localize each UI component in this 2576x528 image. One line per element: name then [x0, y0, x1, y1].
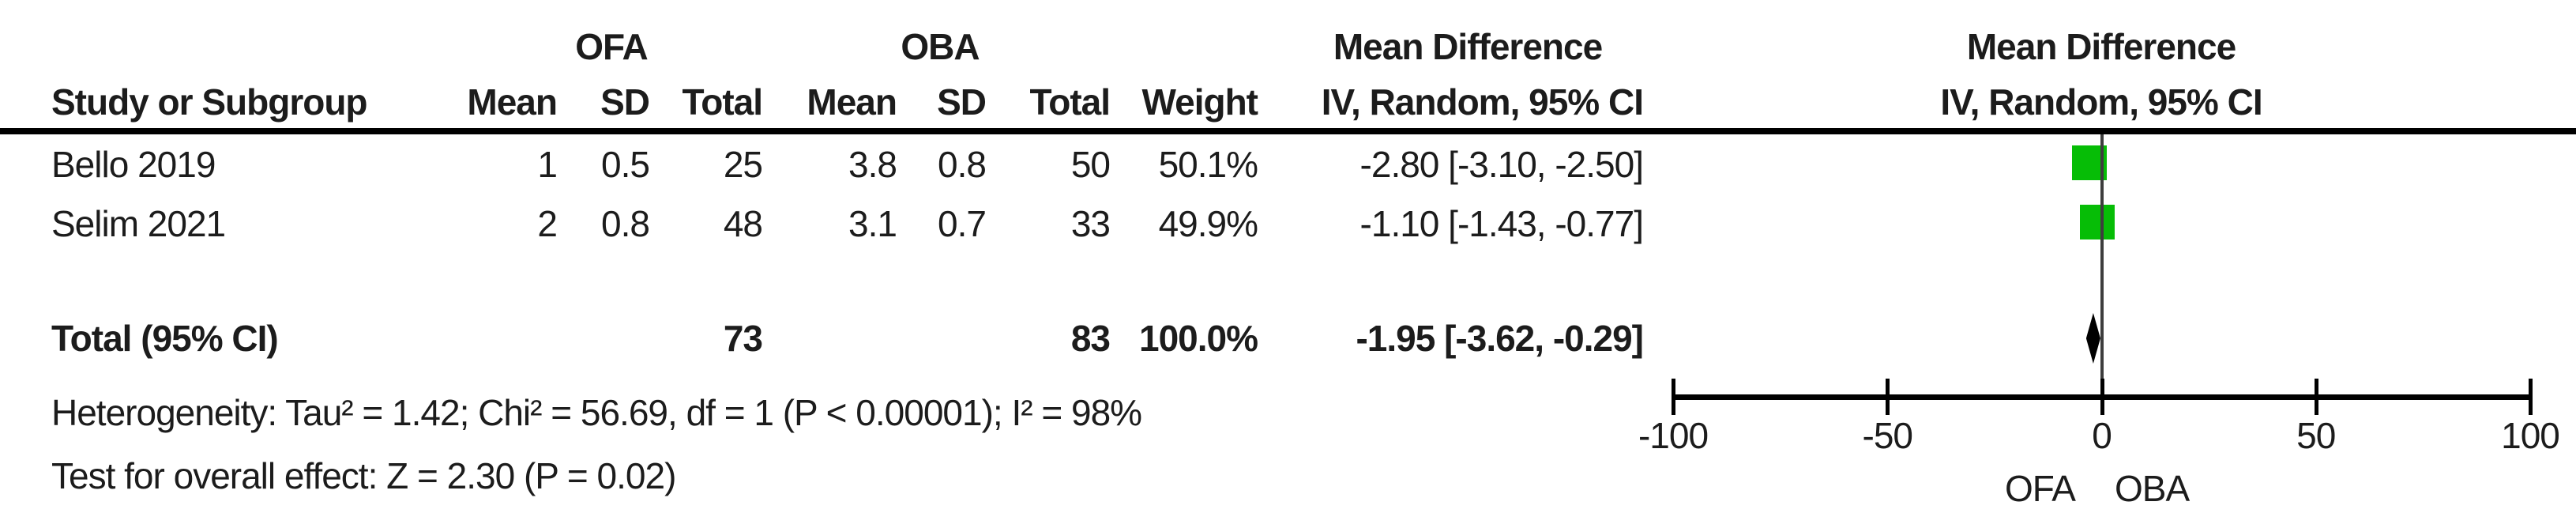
- x-axis-tick-label: 0: [2092, 415, 2112, 456]
- study-point-square: [2079, 205, 2115, 239]
- oba-mean-value: 3.8: [848, 144, 897, 185]
- col-header-iv-text: IV, Random, 95% CI: [1321, 81, 1644, 123]
- oba-sd-value: 0.8: [938, 144, 987, 185]
- study-label: Bello 2019: [51, 144, 216, 185]
- x-axis-tick-label: -100: [1638, 415, 1709, 456]
- overall-effect-text: Test for overall effect: Z = 2.30 (P = 0…: [51, 455, 676, 496]
- oba-mean-value: 3.1: [848, 203, 897, 244]
- md-ci-value: -1.10 [-1.43, -0.77]: [1359, 203, 1644, 244]
- heterogeneity-text: Heterogeneity: Tau² = 1.42; Chi² = 56.69…: [51, 392, 1142, 433]
- x-axis-tick: [2100, 379, 2104, 415]
- ofa-total-value: 48: [723, 203, 763, 244]
- md-ci-value: -2.80 [-3.10, -2.50]: [1359, 144, 1644, 185]
- group-header-ofa: OFA: [575, 26, 649, 67]
- ofa-total-value: 25: [723, 144, 763, 185]
- col-header-ofa-mean: Mean: [467, 81, 558, 123]
- x-axis-tick: [2314, 379, 2318, 415]
- ofa-mean-value: 1: [537, 144, 558, 185]
- group-header-mean-difference-text: Mean Difference: [1333, 26, 1603, 67]
- col-header-oba-sd: SD: [937, 81, 987, 123]
- oba-sd-value: 0.7: [938, 203, 987, 244]
- col-header-ofa-sd: SD: [600, 81, 650, 123]
- total-weight: 100.0%: [1138, 318, 1258, 359]
- total-diamond: [2085, 313, 2100, 364]
- ofa-sd-value: 0.5: [601, 144, 650, 185]
- x-axis-tick: [1672, 379, 1675, 415]
- total-oba-total: 83: [1070, 318, 1111, 359]
- col-header-oba-total: Total: [1029, 81, 1111, 123]
- x-axis-tick: [1886, 379, 1890, 415]
- header-divider-line: [0, 128, 2576, 134]
- ofa-mean-value: 2: [537, 203, 558, 244]
- col-header-iv-plot: IV, Random, 95% CI: [1940, 81, 2262, 123]
- col-header-study: Study or Subgroup: [51, 81, 368, 123]
- total-label: Total (95% CI): [51, 318, 279, 359]
- weight-value: 49.9%: [1158, 203, 1258, 244]
- total-ofa-total: 73: [723, 318, 763, 359]
- group-header-oba: OBA: [901, 26, 980, 67]
- study-label: Selim 2021: [51, 203, 226, 244]
- col-header-ofa-total: Total: [682, 81, 763, 123]
- zero-effect-line: [2100, 134, 2104, 397]
- ofa-sd-value: 0.8: [601, 203, 650, 244]
- x-axis-tick-label: 50: [2296, 415, 2336, 456]
- oba-total-value: 50: [1070, 144, 1111, 185]
- oba-total-value: 33: [1070, 203, 1111, 244]
- x-axis-tick-label: 100: [2501, 415, 2560, 456]
- x-axis-tick: [2529, 379, 2533, 415]
- total-md-ci: -1.95 [-3.62, -0.29]: [1356, 318, 1644, 359]
- col-header-oba-mean: Mean: [807, 81, 897, 123]
- x-axis-tick-label: -50: [1862, 415, 1913, 456]
- favours-left-label: OFA: [2004, 468, 2076, 509]
- col-header-weight: Weight: [1141, 81, 1258, 123]
- favours-right-label: OBA: [2115, 468, 2190, 509]
- group-header-mean-difference-plot: Mean Difference: [1966, 26, 2236, 67]
- weight-value: 50.1%: [1158, 144, 1258, 185]
